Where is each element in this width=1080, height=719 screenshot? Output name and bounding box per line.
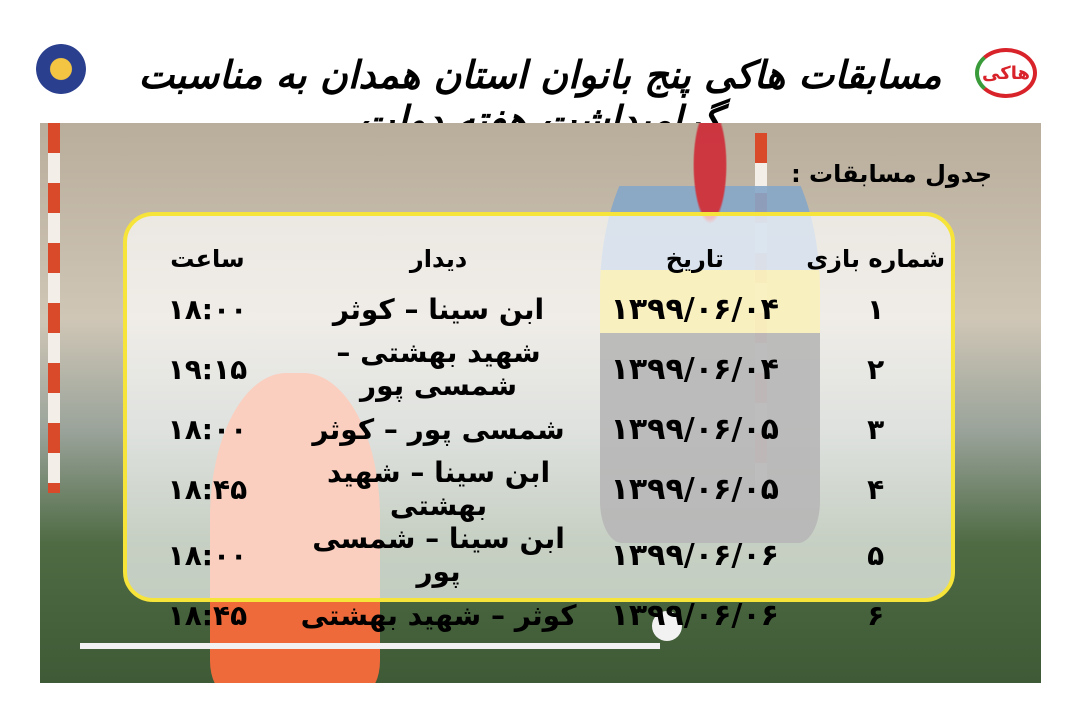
game-number-cell: ۱: [867, 292, 885, 326]
table-row: ۵ ۱۳۹۹/۰۶/۰۶ ابن سینا – شمسی پور ۱۸:۰۰: [127, 522, 951, 588]
table-row: ۱ ۱۳۹۹/۰۶/۰۴ ابن سینا – کوثر ۱۸:۰۰: [127, 282, 951, 336]
header-date: تاریخ: [665, 245, 724, 273]
schedule-heading: جدول مسابقات :: [791, 160, 992, 188]
ball: [652, 611, 682, 641]
schedule-table: شماره بازی تاریخ دیدار ساعت ۱ ۱۳۹۹/۰۶/۰۴ ا…: [127, 236, 951, 642]
date-cell: ۱۳۹۹/۰۶/۰۴: [610, 351, 779, 387]
date-cell: ۱۳۹۹/۰۶/۰۶: [610, 537, 779, 573]
header-game-number: شماره بازی: [806, 245, 946, 273]
poster-title: مسابقات هاکی پنج بانوان استان همدان به م…: [138, 52, 942, 142]
table-row: ۴ ۱۳۹۹/۰۶/۰۵ ابن سینا – شهید بهشتی ۱۸:۴۵: [127, 456, 951, 522]
table-row: ۳ ۱۳۹۹/۰۶/۰۵ شمسی پور – کوثر ۱۸:۰۰: [127, 402, 951, 456]
time-cell: ۱۸:۰۰: [167, 412, 248, 446]
table-header-row: شماره بازی تاریخ دیدار ساعت: [127, 236, 951, 282]
match-cell: ابن سینا – شهید بهشتی: [326, 456, 551, 522]
match-cell: ابن سینا – شمسی پور: [312, 522, 565, 588]
match-cell: شهید بهشتی – شمسی پور: [336, 336, 541, 402]
match-cell: کوثر – شهید بهشتی: [300, 598, 577, 632]
game-number-cell: ۲: [867, 352, 885, 386]
game-number-cell: ۶: [867, 598, 885, 632]
match-cell: شمسی پور – کوثر: [312, 412, 565, 446]
time-cell: ۱۸:۴۵: [167, 472, 248, 506]
time-cell: ۱۸:۴۵: [167, 598, 248, 632]
header-time: ساعت: [170, 245, 245, 273]
time-cell: ۱۹:۱۵: [167, 352, 248, 386]
match-cell: ابن سینا – کوثر: [332, 292, 545, 326]
time-cell: ۱۸:۰۰: [167, 292, 248, 326]
header-match: دیدار: [409, 245, 468, 273]
schedule-panel: شماره بازی تاریخ دیدار ساعت ۱ ۱۳۹۹/۰۶/۰۴ ا…: [123, 212, 955, 633]
federation-logo: [36, 44, 86, 94]
date-cell: ۱۳۹۹/۰۶/۰۵: [610, 471, 779, 507]
date-cell: ۱۳۹۹/۰۶/۰۶: [610, 597, 779, 633]
date-cell: ۱۳۹۹/۰۶/۰۵: [610, 411, 779, 447]
time-cell: ۱۸:۰۰: [167, 538, 248, 572]
date-cell: ۱۳۹۹/۰۶/۰۴: [610, 291, 779, 327]
table-row: ۶ ۱۳۹۹/۰۶/۰۶ کوثر – شهید بهشتی ۱۸:۴۵: [127, 588, 951, 642]
hockey-logo: هاکی: [975, 48, 1037, 98]
table-row: ۲ ۱۳۹۹/۰۶/۰۴ شهید بهشتی – شمسی پور ۱۹:۱۵: [127, 336, 951, 402]
game-number-cell: ۴: [867, 472, 885, 506]
game-number-cell: ۳: [867, 412, 885, 446]
field-line: [80, 643, 660, 649]
goal-post: [48, 123, 60, 493]
game-number-cell: ۵: [867, 538, 885, 572]
